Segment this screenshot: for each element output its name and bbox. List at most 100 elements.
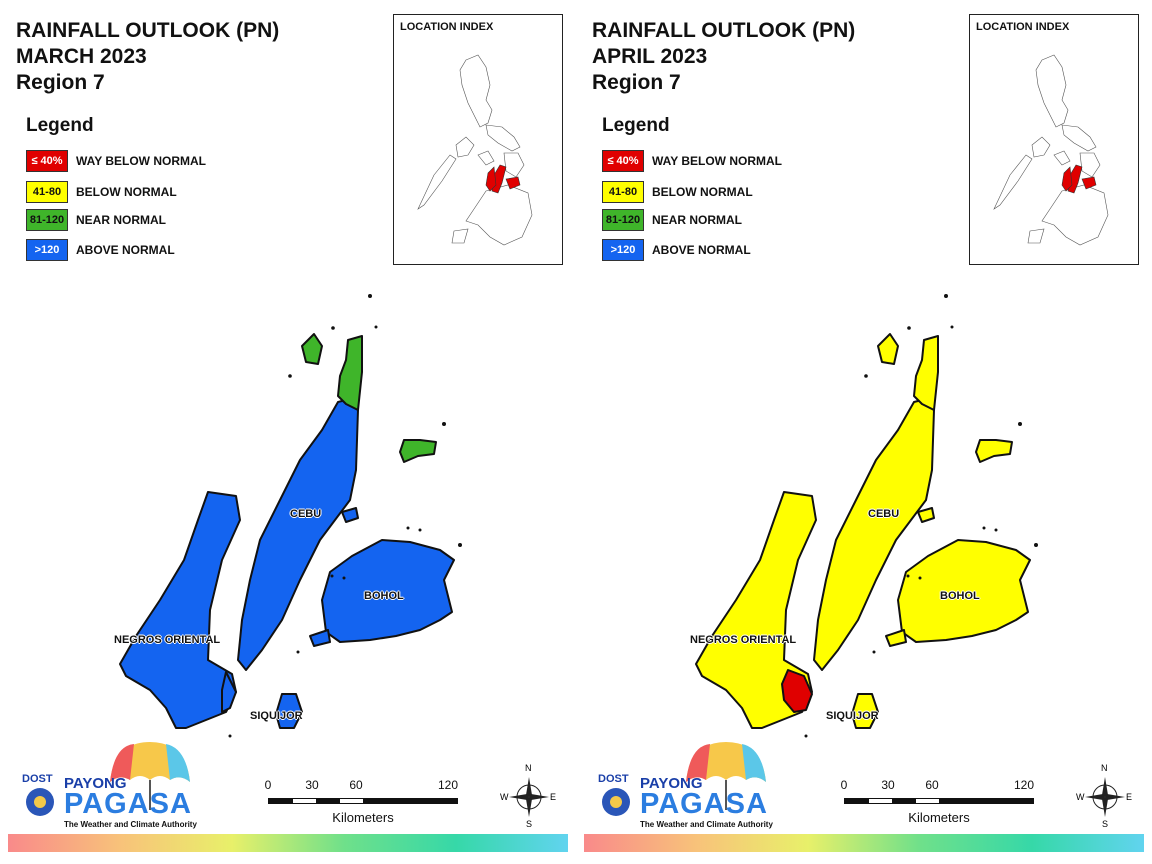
cebu-north-region — [337, 335, 363, 411]
legend-swatch: 81-120 — [602, 209, 644, 231]
logo-dost: DOST — [22, 773, 53, 785]
title-line-1: RAINFALL OUTLOOK (PN) — [16, 19, 280, 42]
philippines-locator-map — [417, 54, 533, 246]
mactan-islet — [917, 507, 935, 523]
panel-april: RAINFALL OUTLOOK (PN) APRIL 2023 Region … — [576, 0, 1152, 864]
logo-pagasa: PAGASA — [640, 788, 768, 820]
logo-dost: DOST — [598, 773, 629, 785]
umbrella-icon — [26, 742, 190, 816]
scale-tick: 120 — [1013, 778, 1035, 792]
cebu-region — [813, 399, 935, 671]
map-title: RAINFALL OUTLOOK (PN) APRIL 2023 Region … — [592, 18, 855, 96]
cebu-region — [237, 399, 359, 671]
label-bohol: BOHOL — [364, 590, 404, 602]
pagasa-logo: DOST PAYONG PAGASA The Weather and Clima… — [14, 740, 204, 832]
legend-title: Legend — [26, 115, 94, 136]
scale-unit: Kilometers — [908, 810, 970, 825]
label-bohol: BOHOL — [940, 590, 980, 602]
legend-item-way-below: ≤ 40% WAY BELOW NORMAL — [26, 150, 206, 172]
negros-oriental-region — [119, 491, 241, 729]
logo-tagline: The Weather and Climate Authority — [64, 820, 197, 829]
title-line-3: Region 7 — [592, 71, 681, 94]
compass-e: E — [1126, 792, 1133, 802]
negros-south-region — [781, 669, 813, 713]
legend-label: ABOVE NORMAL — [76, 243, 175, 257]
location-index-title: LOCATION INDEX — [976, 21, 1070, 33]
camotes-islet — [399, 439, 437, 463]
compass-s: S — [1102, 819, 1109, 829]
label-siquijor: SIQUIJOR — [826, 710, 879, 722]
compass-icon — [509, 777, 549, 817]
bantayan-islet — [301, 333, 323, 365]
legend-swatch: >120 — [26, 239, 68, 261]
footer-gradient-band — [584, 834, 1144, 852]
legend-item-above: >120 ABOVE NORMAL — [602, 239, 751, 261]
title-line-3: Region 7 — [16, 71, 105, 94]
panel-march: RAINFALL OUTLOOK (PN) MARCH 2023 Region … — [8, 14, 568, 852]
legend-label: NEAR NORMAL — [652, 213, 742, 227]
legend-title: Legend — [602, 115, 670, 136]
logo-payong: PAYONG — [64, 775, 127, 792]
scale-unit: Kilometers — [332, 810, 394, 825]
compass-icon — [1085, 777, 1125, 817]
philippines-locator-map — [993, 54, 1109, 246]
bohol-islet — [309, 629, 331, 647]
title-line-2: MARCH 2023 — [16, 45, 147, 68]
footer-gradient-band — [8, 834, 568, 852]
mactan-islet — [341, 507, 359, 523]
map-title: RAINFALL OUTLOOK (PN) MARCH 2023 Region … — [16, 18, 279, 96]
compass-w: W — [1076, 792, 1085, 802]
logo-pagasa: PAGASA — [64, 788, 192, 820]
legend-swatch: 81-120 — [26, 209, 68, 231]
region7-map — [695, 294, 1038, 738]
legend-item-below: 41-80 BELOW NORMAL — [26, 181, 177, 203]
siquijor-region — [275, 693, 303, 729]
compass-e: E — [550, 792, 557, 802]
legend-label: WAY BELOW NORMAL — [76, 154, 207, 168]
legend-swatch: ≤ 40% — [26, 150, 68, 172]
compass-n: N — [525, 763, 532, 773]
location-index-title: LOCATION INDEX — [400, 21, 494, 33]
label-siquijor: SIQUIJOR — [250, 710, 303, 722]
bantayan-islet — [877, 333, 899, 365]
scale-tick: 0 — [840, 778, 848, 792]
scale-tick: 60 — [925, 778, 939, 792]
umbrella-icon — [602, 742, 766, 816]
legend-label: WAY BELOW NORMAL — [652, 154, 783, 168]
scale-bar: 0 30 60 120 Kilometers — [834, 778, 1044, 828]
legend-label: BELOW NORMAL — [652, 185, 753, 199]
camotes-islet — [975, 439, 1013, 463]
label-cebu: CEBU — [868, 508, 900, 520]
legend-item-below: 41-80 BELOW NORMAL — [602, 181, 753, 203]
scale-tick: 30 — [881, 778, 895, 792]
scale-bar-graphic — [844, 798, 1034, 804]
legend-item-way-below: ≤ 40% WAY BELOW NORMAL — [602, 150, 782, 172]
legend-label: ABOVE NORMAL — [652, 243, 751, 257]
negros-oriental-region — [695, 491, 817, 729]
logo-payong: PAYONG — [640, 775, 703, 792]
scale-tick: 120 — [437, 778, 459, 792]
negros-south-region — [221, 671, 237, 713]
legend-item-near: 81-120 NEAR NORMAL — [602, 209, 742, 231]
label-cebu: CEBU — [290, 508, 322, 520]
legend-swatch: ≤ 40% — [602, 150, 644, 172]
siquijor-region — [851, 693, 879, 729]
cebu-north-region — [913, 335, 939, 411]
label-negros-oriental: NEGROS ORIENTAL — [690, 634, 797, 646]
legend-label: BELOW NORMAL — [76, 185, 177, 199]
bohol-islet — [885, 629, 907, 647]
bohol-region — [321, 539, 455, 643]
scale-tick: 60 — [349, 778, 363, 792]
title-line-2: APRIL 2023 — [592, 45, 708, 68]
region7-map — [119, 294, 462, 738]
label-negros-oriental: NEGROS ORIENTAL — [114, 634, 221, 646]
title-line-1: RAINFALL OUTLOOK (PN) — [592, 19, 856, 42]
pagasa-logo: DOST PAYONG PAGASA The Weather and Clima… — [590, 740, 780, 832]
location-index: LOCATION INDEX — [969, 14, 1139, 265]
scale-tick: 0 — [264, 778, 272, 792]
compass-rose: N S E W — [1074, 763, 1136, 829]
legend-swatch: >120 — [602, 239, 644, 261]
legend-item-above: >120 ABOVE NORMAL — [26, 239, 175, 261]
compass-w: W — [500, 792, 509, 802]
legend-label: NEAR NORMAL — [76, 213, 166, 227]
